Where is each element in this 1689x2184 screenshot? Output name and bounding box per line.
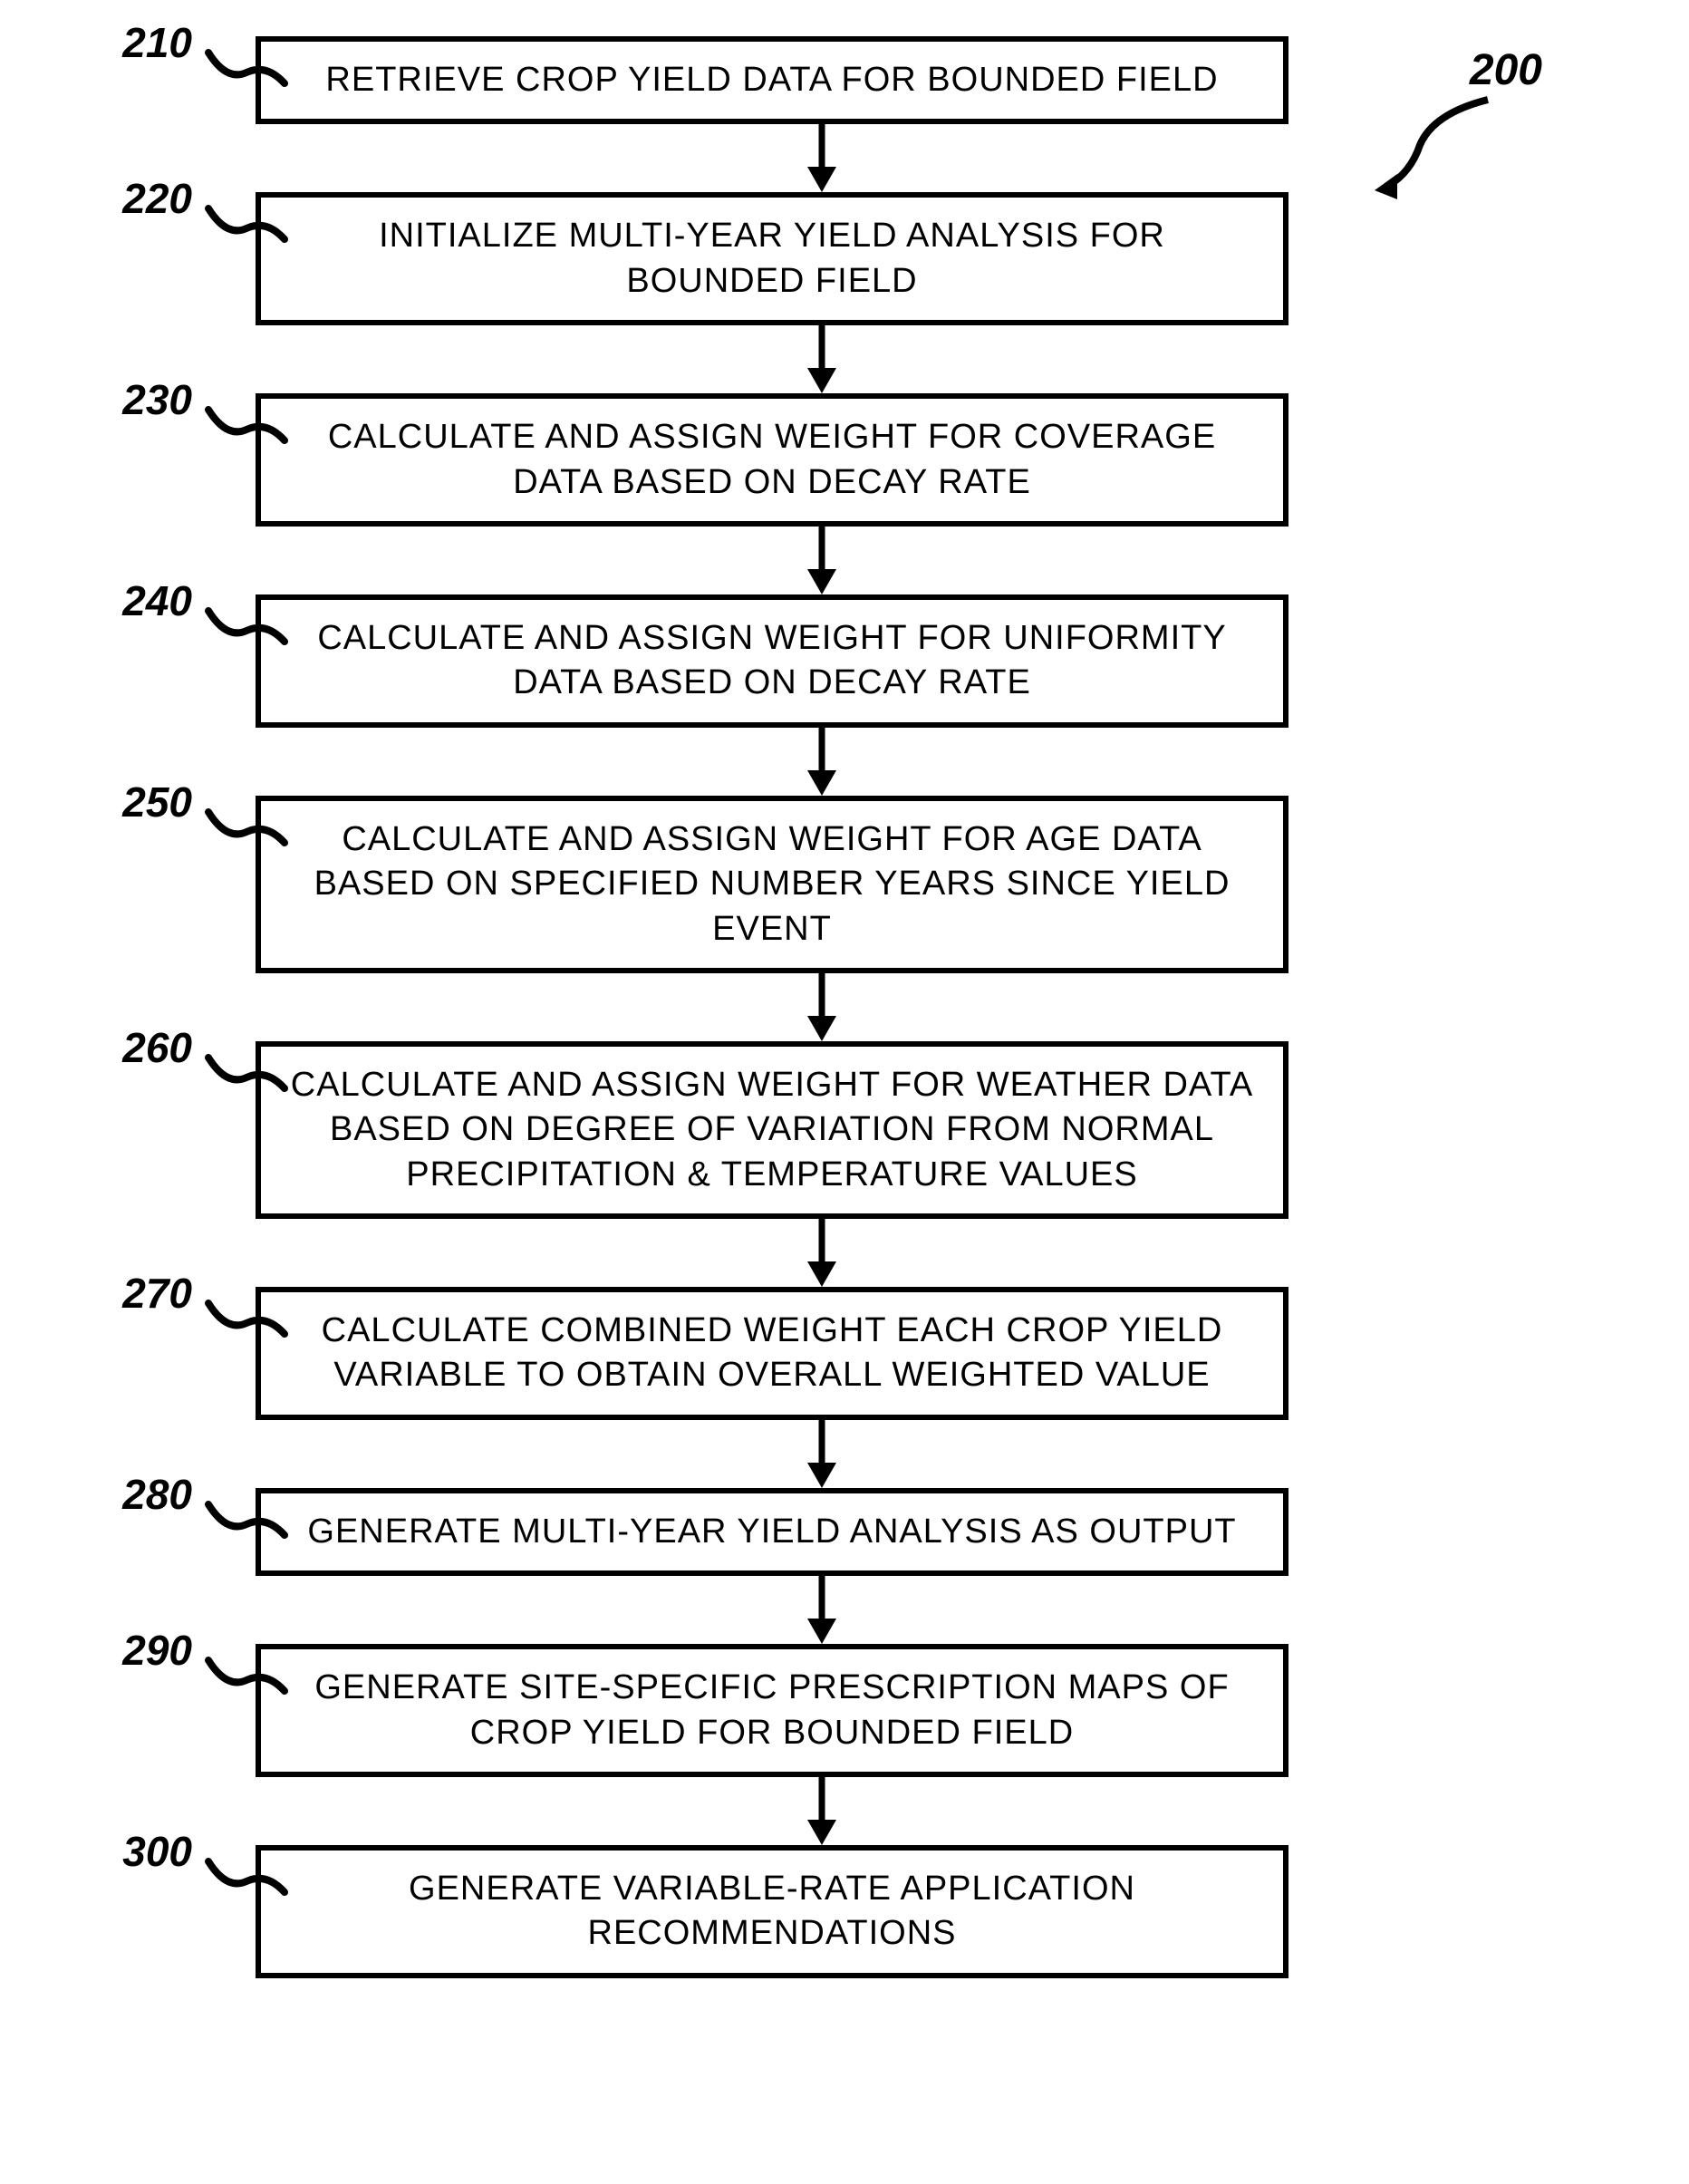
label-connector-squiggle xyxy=(201,1653,292,1707)
step-number-label: 260 xyxy=(92,1023,201,1072)
step-box: CALCULATE AND ASSIGN WEIGHT FOR UNIFORMI… xyxy=(256,594,1288,728)
step-box: GENERATE SITE-SPECIFIC PRESCRIPTION MAPS… xyxy=(256,1644,1288,1777)
flowchart-step: 260 CALCULATE AND ASSIGN WEIGHT FOR WEAT… xyxy=(256,1041,1388,1219)
flowchart-step: 270 CALCULATE COMBINED WEIGHT EACH CROP … xyxy=(256,1287,1388,1420)
label-connector-squiggle xyxy=(201,201,292,256)
step-box: CALCULATE AND ASSIGN WEIGHT FOR COVERAGE… xyxy=(256,393,1288,527)
flowchart-step: 250 CALCULATE AND ASSIGN WEIGHT FOR AGE … xyxy=(256,796,1388,973)
flowchart-step: 230 CALCULATE AND ASSIGN WEIGHT FOR COVE… xyxy=(256,393,1388,527)
label-connector-squiggle xyxy=(201,1050,292,1105)
diagram-main-label: 200 xyxy=(1470,45,1542,95)
label-connector-squiggle xyxy=(201,604,292,658)
label-connector-squiggle xyxy=(201,402,292,457)
flow-arrow-down xyxy=(305,1420,1338,1488)
flow-arrow-down xyxy=(305,1777,1338,1845)
step-number-label: 250 xyxy=(92,778,201,826)
flow-arrow-down xyxy=(305,973,1338,1041)
step-box: INITIALIZE MULTI-YEAR YIELD ANALYSIS FOR… xyxy=(256,192,1288,325)
step-box: CALCULATE AND ASSIGN WEIGHT FOR WEATHER … xyxy=(256,1041,1288,1219)
step-number-label: 280 xyxy=(92,1470,201,1519)
main-label-connector xyxy=(1370,95,1515,217)
flowchart-step: 210 RETRIEVE CROP YIELD DATA FOR BOUNDED… xyxy=(256,36,1388,124)
step-number-label: 270 xyxy=(92,1269,201,1318)
flow-arrow-down xyxy=(305,124,1338,192)
flowchart-step: 290 GENERATE SITE-SPECIFIC PRESCRIPTION … xyxy=(256,1644,1388,1777)
step-box: CALCULATE AND ASSIGN WEIGHT FOR AGE DATA… xyxy=(256,796,1288,973)
flow-arrow-down xyxy=(305,527,1338,594)
flowchart-step: 240 CALCULATE AND ASSIGN WEIGHT FOR UNIF… xyxy=(256,594,1388,728)
flowchart-diagram: 200 210 RETRIEVE CROP YIELD DATA FOR BOU… xyxy=(120,36,1569,1978)
step-number-label: 290 xyxy=(92,1626,201,1675)
flow-arrow-down xyxy=(305,1576,1338,1644)
label-connector-squiggle xyxy=(201,1497,292,1551)
label-connector-squiggle xyxy=(201,1854,292,1909)
flowchart-step: 280 GENERATE MULTI-YEAR YIELD ANALYSIS A… xyxy=(256,1488,1388,1576)
flowchart-step: 220 INITIALIZE MULTI-YEAR YIELD ANALYSIS… xyxy=(256,192,1388,325)
flow-arrow-down xyxy=(305,1219,1338,1287)
flowchart-steps: 210 RETRIEVE CROP YIELD DATA FOR BOUNDED… xyxy=(120,36,1569,1978)
flow-arrow-down xyxy=(305,728,1338,796)
label-connector-squiggle xyxy=(201,45,292,100)
step-number-label: 240 xyxy=(92,576,201,625)
step-box: RETRIEVE CROP YIELD DATA FOR BOUNDED FIE… xyxy=(256,36,1288,124)
step-number-label: 230 xyxy=(92,375,201,424)
step-number-label: 300 xyxy=(92,1827,201,1876)
flowchart-step: 300 GENERATE VARIABLE-RATE APPLICATION R… xyxy=(256,1845,1388,1978)
label-connector-squiggle xyxy=(201,1296,292,1350)
step-number-label: 220 xyxy=(92,174,201,223)
flow-arrow-down xyxy=(305,325,1338,393)
step-number-label: 210 xyxy=(92,18,201,67)
label-connector-squiggle xyxy=(201,805,292,859)
step-box: GENERATE MULTI-YEAR YIELD ANALYSIS AS OU… xyxy=(256,1488,1288,1576)
step-box: GENERATE VARIABLE-RATE APPLICATION RECOM… xyxy=(256,1845,1288,1978)
step-box: CALCULATE COMBINED WEIGHT EACH CROP YIEL… xyxy=(256,1287,1288,1420)
